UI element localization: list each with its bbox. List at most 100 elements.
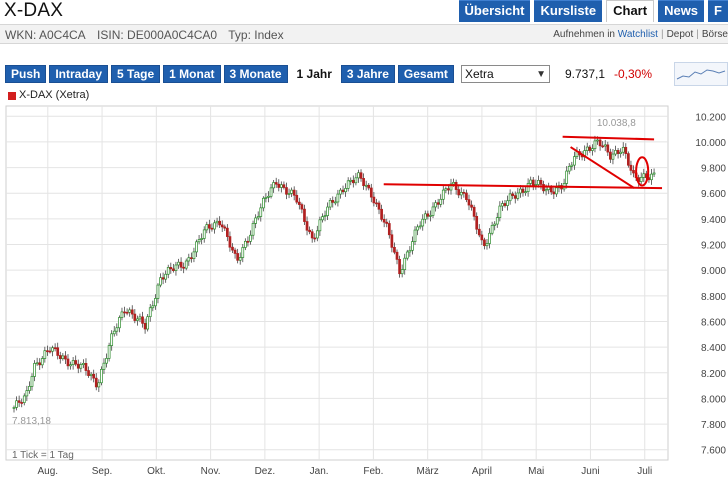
candle-up — [498, 205, 502, 218]
candle-up — [431, 206, 435, 216]
candle-down — [385, 221, 389, 224]
candle-up — [25, 390, 29, 397]
tab-kursliste[interactable]: Kursliste — [534, 0, 603, 22]
candle-up — [249, 234, 252, 242]
candle-up — [349, 179, 353, 182]
candle-down — [601, 145, 605, 148]
candle-up — [537, 179, 540, 185]
y-tick-label: 8.000 — [701, 394, 726, 405]
candle-up — [269, 187, 273, 197]
candle-down — [182, 266, 186, 269]
candle-up — [639, 177, 643, 182]
candle-up — [400, 269, 404, 275]
range-button-push[interactable]: Push — [5, 65, 47, 83]
candle-up — [506, 200, 509, 206]
candle-down — [141, 316, 144, 324]
candle-up — [215, 220, 219, 224]
candle-down — [231, 246, 234, 251]
price-chart[interactable]: 7.600 7.800 8.000 8.200 8.400 8.600 8.800 9.000… — [0, 105, 728, 478]
info-links: Aufnehmen in Watchlist | Depot | Börse — [553, 29, 728, 40]
candle-up — [321, 216, 324, 221]
candle-down — [94, 377, 98, 388]
range-button-1-monat[interactable]: 1 Monat — [163, 65, 221, 83]
candle-up — [318, 219, 322, 232]
candle-down — [531, 179, 535, 186]
candle-down — [483, 239, 486, 247]
boerse-link[interactable]: Börse — [701, 29, 728, 40]
chart-canvas: 7.600 7.800 8.000 8.200 8.400 8.600 8.800 9.000… — [5, 105, 726, 477]
candle-down — [511, 193, 515, 196]
range-button-3-monate[interactable]: 3 Monate — [223, 65, 288, 83]
candle-up — [411, 241, 414, 251]
candle-up — [128, 309, 132, 313]
exchange-select[interactable]: Xetra ▼ — [461, 65, 550, 83]
tab-chart[interactable]: Chart — [606, 0, 655, 22]
candle-down — [218, 220, 221, 226]
candle-down — [300, 204, 304, 210]
candle-down — [552, 191, 556, 195]
tab-uebersicht[interactable]: Übersicht — [458, 0, 531, 22]
candle-down — [616, 150, 620, 154]
candle-up — [177, 261, 180, 266]
candle-up — [508, 193, 512, 202]
candle-down — [629, 164, 633, 171]
x-tick-label: Aug. — [38, 466, 59, 477]
candle-up — [570, 164, 574, 167]
range-button-gesamt[interactable]: Gesamt — [397, 65, 454, 83]
candle-down — [295, 194, 299, 203]
candle-down — [465, 192, 468, 200]
candle-up — [544, 189, 548, 192]
candle-down — [472, 206, 476, 217]
candle-up — [421, 218, 425, 227]
candle-up — [107, 345, 111, 359]
y-tick-label: 10.000 — [695, 138, 726, 149]
candle-up — [354, 177, 358, 184]
tab-news[interactable]: News — [658, 0, 705, 22]
candle-up — [439, 198, 443, 205]
candle-up — [593, 140, 597, 149]
plot-area — [5, 105, 669, 461]
range-buttons: Push Intraday 5 Tage 1 Monat 3 Monate 1 … — [5, 65, 457, 83]
candle-down — [274, 182, 278, 185]
range-button-5-tage[interactable]: 5 Tage — [111, 65, 161, 83]
legend-swatch — [8, 92, 16, 100]
candle-up — [488, 232, 491, 244]
candle-up — [490, 225, 494, 234]
depot-link[interactable]: Depot — [666, 29, 694, 40]
candle-down — [467, 199, 471, 206]
candle-up — [429, 215, 432, 217]
candle-up — [315, 230, 319, 239]
candle-down — [76, 363, 80, 369]
tab-more[interactable]: F — [708, 0, 728, 22]
candle-down — [308, 229, 311, 233]
candle-up — [61, 355, 65, 360]
candle-down — [624, 146, 628, 154]
range-button-intraday[interactable]: Intraday — [49, 65, 109, 83]
candle-up — [418, 225, 422, 228]
mini-chart-thumbnail[interactable] — [674, 62, 728, 86]
y-tick-label: 8.200 — [701, 369, 726, 380]
candle-up — [79, 364, 83, 369]
x-tick-label: März — [417, 466, 439, 477]
trendline-annotation — [562, 135, 655, 141]
candle-up — [652, 172, 656, 175]
candle-down — [436, 202, 440, 205]
candle-up — [346, 180, 350, 189]
range-button-1-jahr[interactable]: 1 Jahr — [290, 65, 338, 83]
candle-down — [609, 151, 612, 160]
candle-down — [53, 347, 57, 350]
candle-up — [434, 202, 437, 208]
watchlist-link[interactable]: Watchlist — [617, 29, 658, 40]
candle-up — [197, 239, 201, 243]
y-tick-label: 10.200 — [695, 112, 726, 123]
x-tick-label: Juni — [581, 466, 599, 477]
top-tabs: Übersicht Kursliste Chart News F — [455, 0, 728, 22]
candle-up — [28, 386, 31, 391]
candle-down — [285, 187, 288, 195]
candle-up — [344, 188, 347, 193]
range-button-3-jahre[interactable]: 3 Jahre — [340, 65, 395, 83]
candle-down — [462, 191, 466, 194]
x-tick-label: Feb. — [363, 466, 383, 477]
candle-down — [228, 236, 232, 248]
candle-down — [351, 179, 355, 184]
